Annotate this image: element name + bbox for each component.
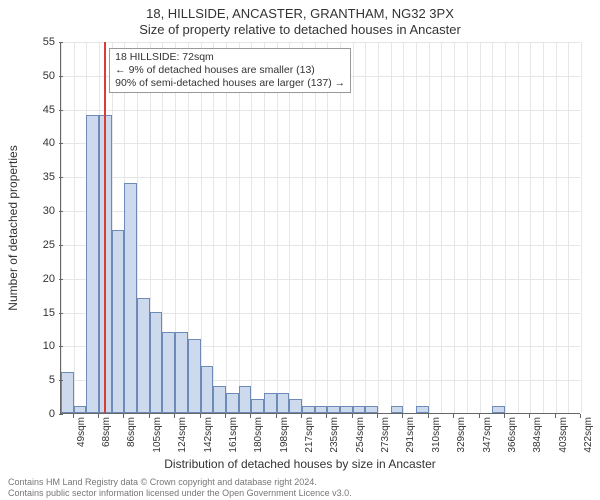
histogram-bar <box>340 406 353 413</box>
x-tick-label: 254sqm <box>355 417 366 453</box>
chart-title-sub: Size of property relative to detached ho… <box>0 22 600 37</box>
x-tick-label: 49sqm <box>76 417 87 447</box>
x-tick-label: 68sqm <box>101 417 112 447</box>
histogram-bar <box>277 393 290 413</box>
x-tick-label: 180sqm <box>253 417 264 453</box>
histogram-bar <box>112 230 125 413</box>
histogram-bar <box>213 386 226 413</box>
x-axis-label: Distribution of detached houses by size … <box>0 457 600 471</box>
histogram-bar <box>86 115 99 413</box>
y-tick-label: 25 <box>15 239 55 251</box>
y-tick-label: 10 <box>15 340 55 352</box>
y-tick-label: 5 <box>15 374 55 386</box>
y-tick-label: 45 <box>15 104 55 116</box>
x-tick-label: 161sqm <box>228 417 239 453</box>
footer-attribution: Contains HM Land Registry data © Crown c… <box>8 477 352 498</box>
y-tick-label: 35 <box>15 171 55 183</box>
histogram-bar <box>315 406 328 413</box>
histogram-bar <box>492 406 505 413</box>
histogram-bar <box>188 339 201 413</box>
histogram-bar <box>74 406 87 413</box>
histogram-bar <box>162 332 175 413</box>
histogram-bar <box>391 406 404 413</box>
histogram-bar <box>239 386 252 413</box>
annotation-line-1: 18 HILLSIDE: 72sqm <box>115 51 345 64</box>
y-tick-label: 40 <box>15 137 55 149</box>
histogram-bar <box>289 399 302 413</box>
y-tick-label: 55 <box>15 36 55 48</box>
footer-line-2: Contains public sector information licen… <box>8 488 352 498</box>
x-tick-label: 217sqm <box>304 417 315 453</box>
x-tick-label: 422sqm <box>583 417 594 453</box>
x-tick-label: 273sqm <box>380 417 391 453</box>
x-tick-label: 105sqm <box>152 417 163 453</box>
y-axis-label: Number of detached properties <box>6 145 20 310</box>
marker-annotation: 18 HILLSIDE: 72sqm ← 9% of detached hous… <box>109 48 351 93</box>
property-marker-line <box>104 42 106 413</box>
histogram-bar <box>302 406 315 413</box>
histogram-bar <box>416 406 429 413</box>
histogram-bar <box>175 332 188 413</box>
chart-container: { "title_main": "18, HILLSIDE, ANCASTER,… <box>0 0 600 500</box>
histogram-bar <box>264 393 277 413</box>
y-tick-label: 20 <box>15 273 55 285</box>
x-tick-label: 198sqm <box>279 417 290 453</box>
x-tick-label: 86sqm <box>126 417 137 447</box>
footer-line-1: Contains HM Land Registry data © Crown c… <box>8 477 352 487</box>
histogram-bar <box>150 312 163 413</box>
histogram-bar <box>61 372 74 413</box>
x-tick-label: 347sqm <box>482 417 493 453</box>
histogram-bar <box>251 399 264 413</box>
annotation-line-3: 90% of semi-detached houses are larger (… <box>115 77 345 90</box>
x-tick-label: 310sqm <box>431 417 442 453</box>
y-tick-label: 0 <box>15 408 55 420</box>
y-tick-label: 15 <box>15 307 55 319</box>
x-tick-label: 329sqm <box>456 417 467 453</box>
y-tick-label: 50 <box>15 70 55 82</box>
x-tick-label: 291sqm <box>405 417 416 453</box>
histogram-bar <box>137 298 150 413</box>
histogram-bar <box>353 406 366 413</box>
x-tick-label: 142sqm <box>203 417 214 453</box>
x-tick-label: 124sqm <box>177 417 188 453</box>
x-tick-label: 403sqm <box>558 417 569 453</box>
chart-title-main: 18, HILLSIDE, ANCASTER, GRANTHAM, NG32 3… <box>0 6 600 21</box>
x-tick-label: 384sqm <box>532 417 543 453</box>
plot-area <box>60 42 580 414</box>
histogram-bar <box>124 183 137 413</box>
x-tick-label: 366sqm <box>507 417 518 453</box>
histogram-bar <box>365 406 378 413</box>
y-tick-label: 30 <box>15 205 55 217</box>
x-tick-label: 235sqm <box>329 417 340 453</box>
histogram-bar <box>327 406 340 413</box>
histogram-bar <box>201 366 214 413</box>
annotation-line-2: ← 9% of detached houses are smaller (13) <box>115 64 345 77</box>
histogram-bar <box>226 393 239 413</box>
